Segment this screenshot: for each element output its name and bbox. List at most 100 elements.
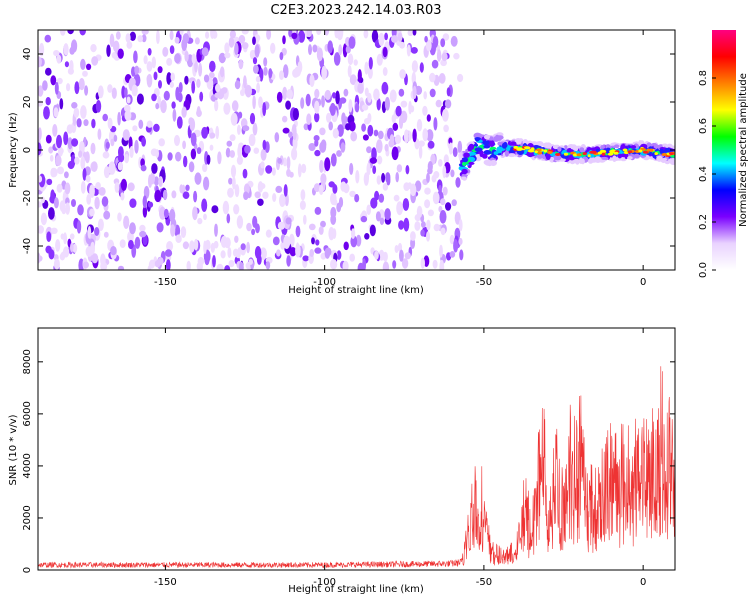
spectrogram-cell bbox=[189, 118, 196, 131]
spectrogram-cell bbox=[411, 60, 418, 73]
spectrogram-signal-cell bbox=[506, 146, 511, 151]
spectrogram-signal-cell bbox=[553, 155, 562, 161]
spectrogram-cell bbox=[127, 239, 134, 250]
spectrogram-cell bbox=[147, 48, 152, 56]
spectrogram-cell bbox=[181, 106, 187, 118]
spectrogram-cell bbox=[391, 35, 398, 43]
spectrogram-cell bbox=[109, 33, 115, 47]
spectrogram-cell bbox=[367, 66, 373, 79]
spectrogram-cell bbox=[440, 198, 446, 206]
snr-y-tick-label: 8000 bbox=[22, 349, 33, 374]
spectrogram-cell bbox=[155, 149, 160, 158]
spectrogram-cell bbox=[236, 155, 243, 165]
spectrogram-cell bbox=[257, 181, 264, 193]
spectrogram-cell bbox=[423, 91, 428, 100]
spectrogram-cell bbox=[214, 99, 219, 112]
spectrogram-cell bbox=[91, 56, 99, 66]
spectrogram-cell bbox=[277, 221, 285, 230]
spectrogram-cell bbox=[252, 95, 256, 110]
spectrogram-cell bbox=[201, 198, 208, 212]
spectrogram-signal-cell bbox=[620, 145, 626, 150]
spectrogram-cell bbox=[53, 197, 59, 209]
spectrogram-cell bbox=[354, 194, 360, 203]
spectrogram-cell bbox=[220, 250, 226, 259]
spectrogram-cell bbox=[160, 99, 167, 114]
spectrogram-cell bbox=[420, 257, 425, 269]
spectrogram-cell bbox=[262, 191, 269, 199]
spectrogram-cell bbox=[182, 191, 190, 199]
spectrogram-cell bbox=[196, 109, 202, 118]
spectrogram-cell bbox=[189, 240, 195, 253]
spectrogram-cell bbox=[71, 199, 76, 207]
spectrogram-cell bbox=[111, 87, 117, 99]
spectrogram-cell bbox=[220, 235, 228, 248]
spectrogram-cell bbox=[382, 46, 388, 58]
spectrogram-cell bbox=[38, 127, 42, 141]
spectrogram-cell bbox=[98, 187, 106, 196]
spectrogram-cell bbox=[129, 222, 136, 235]
spectrogram-cell bbox=[131, 84, 138, 97]
spectrogram-x-axis-label: Height of straight line (km) bbox=[288, 285, 424, 296]
spectrogram-cell bbox=[48, 146, 54, 154]
spectrogram-cell bbox=[45, 67, 52, 76]
spectrogram-cell bbox=[442, 165, 447, 179]
spectrogram-cell bbox=[233, 204, 240, 215]
spectrogram-cell bbox=[39, 42, 45, 57]
spectrogram-cell bbox=[442, 186, 448, 196]
spectrogram-cell bbox=[265, 165, 273, 174]
spectrogram-cell bbox=[449, 234, 455, 245]
spectrogram-cell bbox=[234, 80, 241, 90]
spectrogram-cell bbox=[252, 122, 258, 136]
spectrogram-cell bbox=[332, 199, 338, 206]
spectrogram-cell bbox=[349, 162, 354, 175]
spectrogram-cell bbox=[254, 44, 260, 58]
spectrogram-cell bbox=[248, 133, 256, 147]
spectrogram-cell bbox=[395, 105, 402, 117]
spectrogram-cell bbox=[56, 134, 62, 149]
spectrogram-cell bbox=[166, 241, 174, 252]
spectrogram-cell bbox=[154, 260, 161, 268]
spectrogram-cell bbox=[401, 258, 409, 269]
spectrogram-signal-cell bbox=[627, 156, 633, 160]
spectrogram-cell bbox=[283, 235, 291, 249]
spectrogram-cell bbox=[124, 87, 128, 98]
spectrogram-cell bbox=[266, 30, 272, 40]
spectrogram-signal-cell bbox=[492, 159, 497, 166]
spectrogram-peak-cell bbox=[654, 152, 658, 156]
spectrogram-cell bbox=[458, 219, 463, 232]
spectrogram-cell bbox=[419, 62, 424, 73]
spectrogram-cell bbox=[448, 142, 453, 155]
spectrogram-cell bbox=[85, 151, 90, 164]
spectrogram-signal-cell bbox=[612, 155, 617, 162]
spectrogram-signal-cell bbox=[545, 153, 551, 160]
spectrogram-cell bbox=[300, 97, 305, 109]
spectrogram-cell bbox=[292, 108, 299, 121]
spectrogram-cell bbox=[361, 123, 366, 132]
spectrogram-cell bbox=[157, 66, 163, 74]
spectrogram-cell bbox=[450, 169, 455, 178]
spectrogram-signal-cell bbox=[510, 141, 517, 146]
spectrogram-cell bbox=[332, 128, 339, 139]
spectrogram-cell bbox=[228, 260, 235, 268]
spectrogram-cell bbox=[355, 234, 362, 247]
spectrogram-cell bbox=[279, 52, 284, 61]
spectrogram-cell bbox=[301, 163, 307, 174]
spectrogram-cell bbox=[232, 176, 236, 190]
snr-y-tick-label: 2000 bbox=[22, 505, 33, 530]
spectrogram-cell bbox=[73, 107, 80, 118]
spectrogram-signal-cell bbox=[653, 144, 660, 149]
snr-y-axis-label: SNR (10 * v/v) bbox=[8, 414, 19, 485]
spectrogram-cell bbox=[327, 40, 334, 54]
spectrogram-cell bbox=[252, 36, 256, 45]
spectrogram-cell bbox=[45, 245, 52, 254]
spectrogram-cell bbox=[65, 202, 70, 215]
spectrogram-cell bbox=[412, 128, 417, 143]
spectrogram-cell bbox=[257, 198, 264, 206]
spectrogram-cell bbox=[53, 107, 59, 118]
spectrogram-cell bbox=[422, 105, 428, 116]
spectrogram-signal-cell bbox=[656, 155, 663, 162]
spectrogram-cell bbox=[117, 48, 124, 59]
spectrogram-cell bbox=[311, 237, 315, 245]
spectrogram-peak-cell bbox=[587, 154, 591, 158]
spectrogram-cell bbox=[103, 210, 111, 220]
